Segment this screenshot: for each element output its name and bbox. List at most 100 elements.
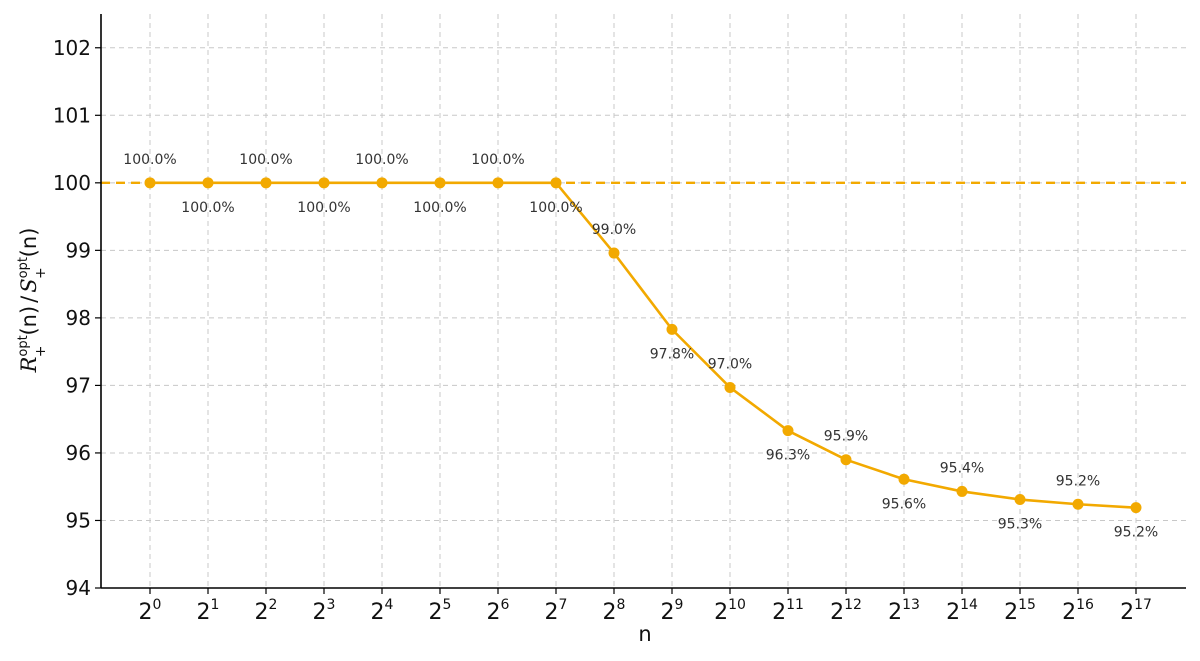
data-point: [492, 177, 504, 189]
data-label: 97.0%: [708, 356, 752, 372]
data-label: 100.0%: [297, 200, 350, 216]
x-tick-exponent: 14: [960, 597, 978, 613]
data-label: 100.0%: [239, 152, 292, 168]
x-tick-label: 215: [1004, 597, 1036, 625]
axes: [100, 14, 1186, 589]
y-title-arg-1: (n): [17, 306, 41, 336]
y-title-separator: /: [17, 295, 41, 303]
x-tick-base: 2: [197, 600, 211, 625]
x-tick-exponent: 8: [617, 597, 626, 613]
x-tick-label: 214: [946, 597, 978, 625]
y-tick-label: 95: [66, 508, 91, 532]
x-tick-exponent: 9: [675, 597, 684, 613]
y-tick-label: 99: [66, 238, 91, 262]
y-title-sub-2: +: [33, 267, 49, 279]
y-tick-label: 96: [66, 441, 91, 465]
x-tick-base: 2: [255, 600, 269, 625]
x-tick-base: 2: [371, 600, 385, 625]
data-labels: 100.0% 100.0% 100.0% 100.0% 100.0% 100.0% 100.…: [123, 152, 1158, 541]
x-axis-ticks: 20 21 22 23 24 25 26 27 28 29 210 211 212 213 214 215 21…: [139, 588, 1152, 625]
data-label: 100.0%: [355, 152, 408, 168]
y-tick-label: 100: [53, 171, 91, 195]
x-tick-base: 2: [661, 600, 675, 625]
x-tick-base: 2: [1062, 600, 1076, 625]
y-title-numerator: R: [17, 356, 41, 373]
x-tick-exponent: 6: [501, 597, 510, 613]
x-tick-label: 21: [197, 597, 220, 625]
x-tick-base: 2: [714, 600, 728, 625]
x-tick-label: 25: [429, 597, 452, 625]
y-axis-ticks: 94 95 96 97 98 99 100 101 102: [53, 36, 101, 600]
data-point: [1130, 502, 1142, 514]
data-point: [1072, 498, 1084, 510]
data-label: 100.0%: [413, 200, 466, 216]
x-tick-exponent: 15: [1018, 597, 1036, 613]
x-tick-exponent: 10: [728, 597, 746, 613]
data-label: 95.2%: [1114, 525, 1158, 541]
data-point: [376, 177, 388, 189]
x-tick-base: 2: [545, 600, 559, 625]
data-label: 100.0%: [529, 200, 582, 216]
x-tick-base: 2: [1004, 600, 1018, 625]
data-label: 95.6%: [882, 496, 926, 512]
data-point: [1014, 494, 1026, 506]
series-group: [144, 177, 1142, 514]
data-point: [666, 323, 678, 335]
x-tick-exponent: 12: [844, 597, 862, 613]
data-point: [260, 177, 272, 189]
x-tick-exponent: 3: [327, 597, 336, 613]
y-tick-label: 97: [66, 373, 91, 397]
data-point: [724, 381, 736, 393]
y-tick-label: 101: [53, 103, 91, 127]
data-point: [956, 485, 968, 497]
x-tick-base: 2: [139, 600, 153, 625]
y-title-denominator: S: [17, 278, 41, 292]
x-tick-exponent: 11: [786, 597, 804, 613]
x-tick-base: 2: [487, 600, 501, 625]
data-label: 95.3%: [998, 517, 1042, 533]
y-tick-label: 98: [66, 306, 91, 330]
x-tick-label: 24: [371, 597, 394, 625]
data-point: [550, 177, 562, 189]
x-tick-label: 216: [1062, 597, 1094, 625]
data-point: [318, 177, 330, 189]
y-axis-title: Ropt +(n)/Sopt +(n): [16, 228, 49, 374]
data-label: 95.2%: [1056, 473, 1100, 489]
data-point: [608, 247, 620, 259]
x-tick-label: 212: [830, 597, 862, 625]
series-line: [150, 181, 1137, 509]
data-point: [898, 473, 910, 485]
x-tick-exponent: 13: [902, 597, 920, 613]
x-axis-title: n: [638, 622, 651, 646]
y-title-sup-1: opt: [16, 335, 31, 356]
x-tick-label: 22: [255, 597, 278, 625]
x-tick-label: 213: [888, 597, 920, 625]
y-title-arg-2: (n): [17, 228, 41, 258]
data-label: 97.8%: [650, 346, 694, 362]
x-tick-label: 27: [545, 597, 568, 625]
data-label: 99.0%: [592, 222, 636, 238]
data-label: 95.9%: [824, 429, 868, 445]
x-tick-base: 2: [429, 600, 443, 625]
x-tick-base: 2: [772, 600, 786, 625]
data-point: [144, 177, 156, 189]
x-tick-exponent: 2: [269, 597, 278, 613]
x-tick-exponent: 1: [211, 597, 220, 613]
data-point: [434, 177, 446, 189]
x-tick-base: 2: [888, 600, 902, 625]
x-tick-exponent: 5: [443, 597, 452, 613]
x-tick-exponent: 16: [1076, 597, 1094, 613]
x-tick-exponent: 7: [559, 597, 568, 613]
y-tick-label: 94: [66, 576, 91, 600]
data-label: 96.3%: [766, 448, 810, 464]
data-label: 100.0%: [471, 152, 524, 168]
x-tick-label: 217: [1120, 597, 1152, 625]
data-label: 100.0%: [181, 200, 234, 216]
y-tick-label: 102: [53, 36, 91, 60]
x-tick-exponent: 0: [153, 597, 162, 613]
x-tick-label: 28: [603, 597, 626, 625]
x-tick-base: 2: [313, 600, 327, 625]
data-point: [840, 454, 852, 466]
x-tick-label: 23: [313, 597, 336, 625]
